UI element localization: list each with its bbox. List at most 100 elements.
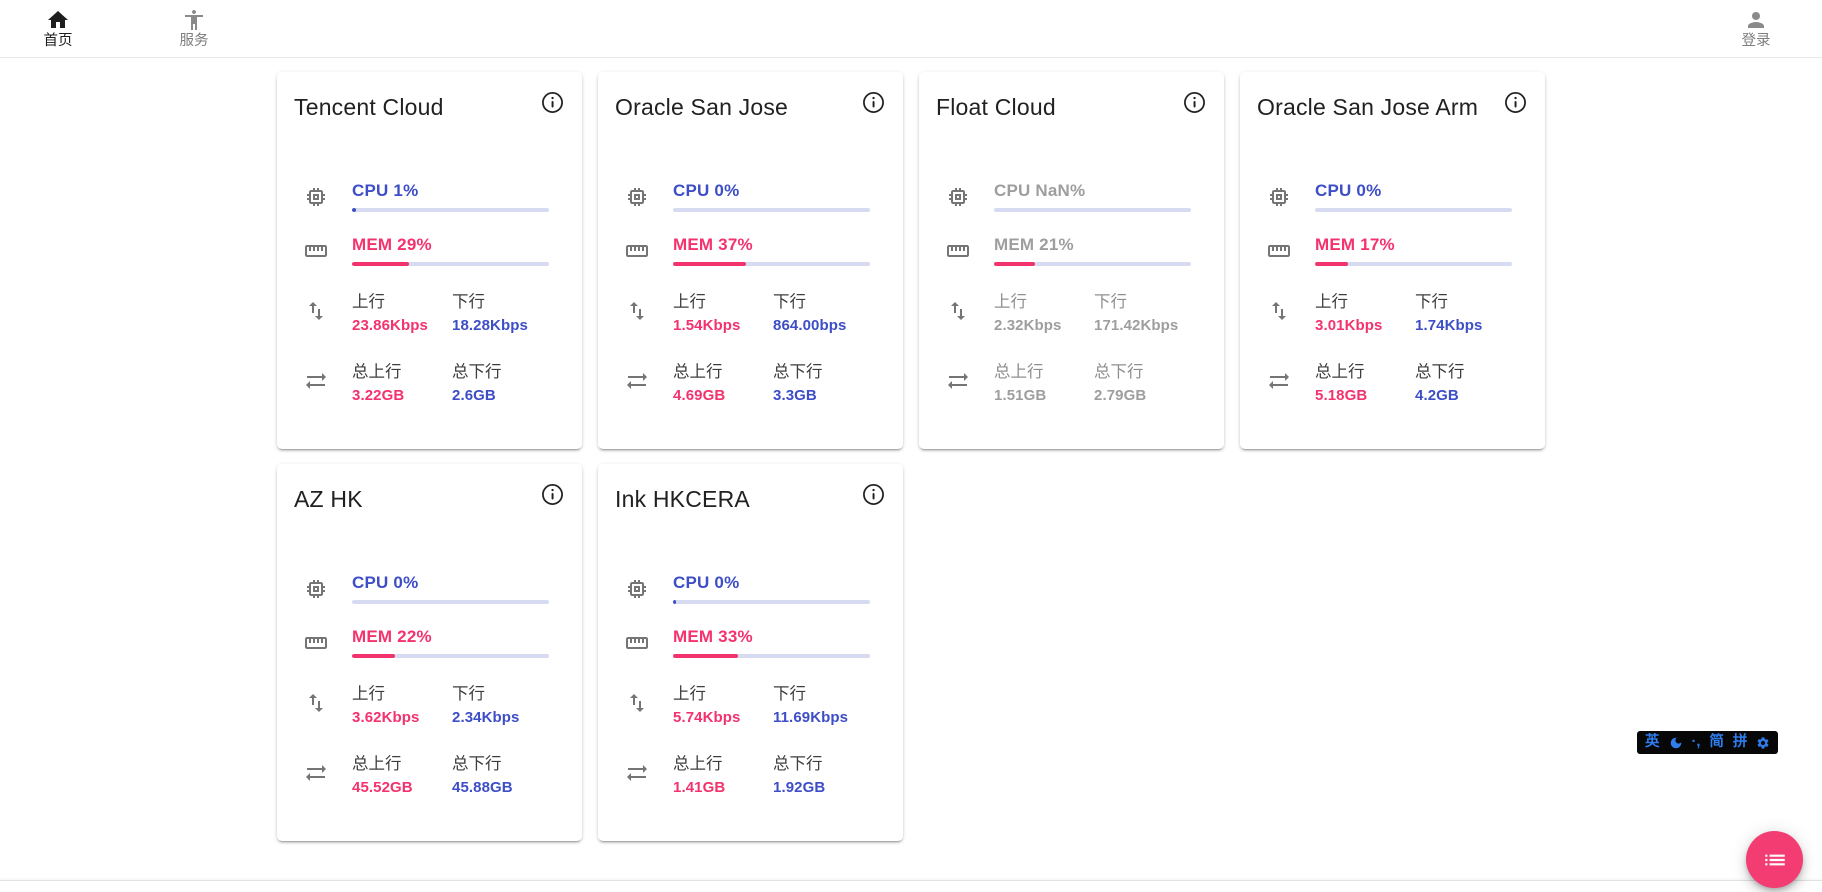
- download-value: 864.00bps: [773, 317, 847, 334]
- download-label: 下行: [452, 685, 485, 703]
- total-download-label: 总下行: [452, 363, 502, 381]
- upload-value: 5.74Kbps: [673, 709, 741, 726]
- cpu-chip-icon: [946, 185, 970, 209]
- footer-divider: [0, 880, 1822, 892]
- ruler-icon: [625, 631, 649, 655]
- download-value: 1.74Kbps: [1415, 317, 1483, 334]
- server-name: Oracle San Jose Arm: [1257, 94, 1479, 120]
- total-upload-value: 45.52GB: [352, 779, 413, 796]
- mem-progress-bar: [994, 262, 1191, 266]
- cpu-progress-bar: [352, 208, 549, 212]
- server-card: Oracle San Jose CPU 0% MEM 37%: [598, 72, 903, 449]
- ime-status-bar: 英 ·, 简 拼: [1637, 731, 1779, 754]
- mem-usage-label: MEM 33%: [673, 627, 753, 646]
- ruler-icon: [1267, 239, 1291, 263]
- server-card: Oracle San Jose Arm CPU 0% MEM 17%: [1240, 72, 1545, 449]
- cpu-progress-bar: [1315, 208, 1512, 212]
- upload-value: 3.62Kbps: [352, 709, 420, 726]
- download-value: 18.28Kbps: [452, 317, 528, 334]
- ime-simplified-toggle[interactable]: 简: [1709, 734, 1724, 750]
- upload-label: 上行: [352, 293, 385, 311]
- ruler-icon: [946, 239, 970, 263]
- total-upload-label: 总上行: [673, 755, 723, 773]
- home-icon: [46, 8, 70, 32]
- download-label: 下行: [773, 293, 806, 311]
- nav-item-login[interactable]: 登录: [1726, 8, 1786, 49]
- server-name: Oracle San Jose: [615, 94, 789, 120]
- upload-value: 3.01Kbps: [1315, 317, 1383, 334]
- total-download-label: 总下行: [773, 363, 823, 381]
- swap-arrows-icon: [1267, 369, 1291, 393]
- cpu-chip-icon: [304, 577, 328, 601]
- upload-label: 上行: [673, 293, 706, 311]
- updown-arrows-icon: [304, 691, 328, 715]
- cpu-usage-label: CPU 0%: [673, 573, 740, 592]
- ime-lang-toggle[interactable]: 英: [1645, 734, 1660, 750]
- accessibility-icon: [182, 8, 206, 32]
- total-download-label: 总下行: [1094, 363, 1144, 381]
- server-card: Float Cloud CPU NaN% MEM 21%: [919, 72, 1224, 449]
- cpu-usage-label: CPU 0%: [1315, 181, 1382, 200]
- swap-arrows-icon: [625, 369, 649, 393]
- total-upload-value: 3.22GB: [352, 387, 405, 404]
- swap-arrows-icon: [625, 761, 649, 785]
- top-navbar: 首页 服务 登录: [0, 0, 1822, 58]
- updown-arrows-icon: [946, 299, 970, 323]
- ime-punct-toggle[interactable]: ·,: [1691, 734, 1701, 750]
- mem-usage-label: MEM 21%: [994, 235, 1074, 254]
- ime-pinyin-indicator[interactable]: 拼: [1732, 734, 1748, 750]
- upload-label: 上行: [1315, 293, 1348, 311]
- total-download-value: 2.79GB: [1094, 387, 1147, 404]
- total-download-label: 总下行: [452, 755, 502, 773]
- nav-item-service[interactable]: 服务: [164, 8, 224, 49]
- total-upload-value: 5.18GB: [1315, 387, 1368, 404]
- mem-progress-bar: [352, 654, 549, 658]
- total-upload-label: 总上行: [352, 755, 402, 773]
- info-icon[interactable]: [540, 481, 567, 508]
- mem-progress-bar: [352, 262, 549, 266]
- info-icon[interactable]: [1182, 89, 1209, 116]
- download-label: 下行: [773, 685, 806, 703]
- server-list-fab[interactable]: [1746, 831, 1803, 888]
- updown-arrows-icon: [625, 299, 649, 323]
- total-download-value: 1.92GB: [773, 779, 826, 796]
- ruler-icon: [304, 239, 328, 263]
- total-download-value: 3.3GB: [773, 387, 817, 404]
- total-upload-label: 总上行: [994, 363, 1044, 381]
- cpu-usage-label: CPU 1%: [352, 181, 419, 200]
- upload-value: 2.32Kbps: [994, 317, 1062, 334]
- download-value: 2.34Kbps: [452, 709, 520, 726]
- download-value: 171.42Kbps: [1094, 317, 1179, 334]
- mem-progress-bar: [1315, 262, 1512, 266]
- total-download-value: 2.6GB: [452, 387, 496, 404]
- gear-icon[interactable]: [1756, 736, 1770, 750]
- updown-arrows-icon: [1267, 299, 1291, 323]
- ruler-icon: [304, 631, 328, 655]
- upload-value: 1.54Kbps: [673, 317, 741, 334]
- server-card: Tencent Cloud CPU 1% MEM 29%: [277, 72, 582, 449]
- updown-arrows-icon: [304, 299, 328, 323]
- moon-icon[interactable]: [1669, 736, 1683, 750]
- list-icon: [1762, 847, 1788, 873]
- upload-label: 上行: [673, 685, 706, 703]
- download-value: 11.69Kbps: [773, 709, 849, 726]
- total-upload-value: 1.41GB: [673, 779, 726, 796]
- server-name: Tencent Cloud: [294, 94, 444, 120]
- info-icon[interactable]: [540, 89, 567, 116]
- nav-item-home[interactable]: 首页: [28, 8, 88, 49]
- nav-home-label: 首页: [43, 33, 73, 49]
- total-upload-label: 总上行: [352, 363, 402, 381]
- server-card-grid: Tencent Cloud CPU 1% MEM 29%: [277, 72, 1545, 841]
- mem-usage-label: MEM 29%: [352, 235, 432, 254]
- server-name: AZ HK: [294, 486, 363, 512]
- info-icon[interactable]: [861, 481, 888, 508]
- upload-value: 23.86Kbps: [352, 317, 428, 334]
- download-label: 下行: [1094, 293, 1127, 311]
- total-upload-label: 总上行: [673, 363, 723, 381]
- total-download-label: 总下行: [1415, 363, 1465, 381]
- info-icon[interactable]: [861, 89, 888, 116]
- swap-arrows-icon: [304, 369, 328, 393]
- swap-arrows-icon: [304, 761, 328, 785]
- mem-progress-bar: [673, 654, 870, 658]
- info-icon[interactable]: [1503, 89, 1530, 116]
